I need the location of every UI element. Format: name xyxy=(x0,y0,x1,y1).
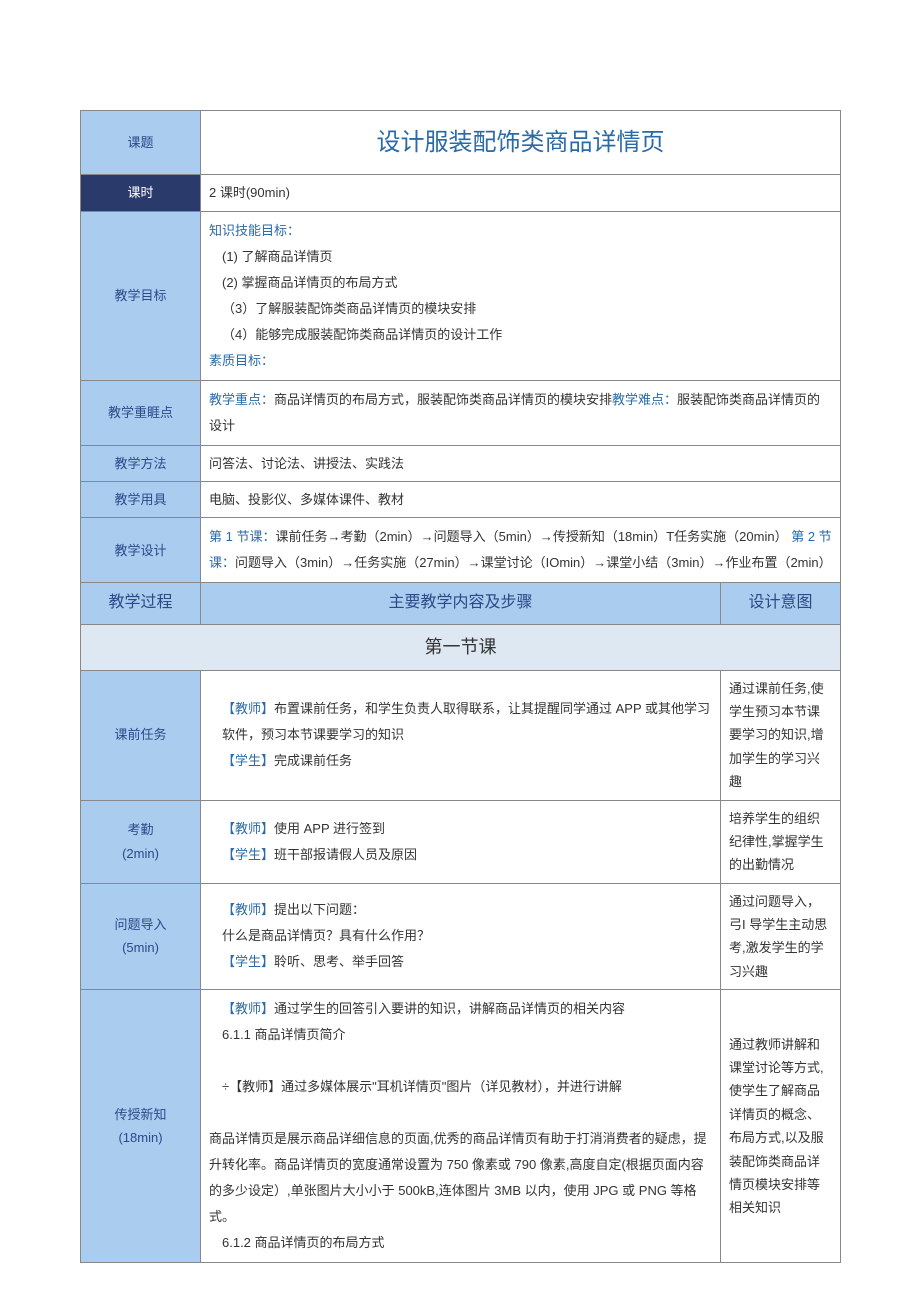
pt-teacher-tag: 【教师】 xyxy=(222,701,274,716)
intent-attendance: 培养学生的组织纪律性,掌握学生的出勤情况 xyxy=(721,800,841,883)
value-keypoints: 教学重点：商品详情页的布局方式，服装配饰类商品详情页的模块安排教学难点：服装配饰… xyxy=(201,380,841,445)
design-p2-text: 问题导入（3min）→任务实施（27min）→课堂讨论（IOmin）→课堂小结（… xyxy=(235,555,832,570)
value-topic: 设计服装配饰类商品详情页 xyxy=(201,111,841,175)
kp-text1: 商品详情页的布局方式，服装配饰类商品详情页的模块安排 xyxy=(274,392,612,407)
q-time: (5min) xyxy=(122,940,159,955)
content-question: 【教师】提出以下问题： 什么是商品详情页？具有什么作用？ 【学生】聆听、思考、举… xyxy=(201,883,721,990)
section-1-title: 第一节课 xyxy=(81,625,841,670)
intent-pre-task: 通过课前任务,使学生预习本节课要学习的知识,增加学生的学习兴趣 xyxy=(721,670,841,800)
proc-hdr-2: 主要教学内容及步骤 xyxy=(201,583,721,625)
teach-body: 商品详情页是展示商品详细信息的页面,优秀的商品详情页有助于打消消费者的疑虑，提升… xyxy=(209,1126,712,1230)
value-methods: 问答法、讨论法、讲授法、实践法 xyxy=(201,445,841,481)
row-attendance: 考勤 (2min) 【教师】使用 APP 进行签到 【学生】班干部报请假人员及原… xyxy=(81,800,841,883)
value-hours: 2 课时(90min) xyxy=(201,175,841,211)
row-objectives: 教学目标 知识技能目标： (1) 了解商品详情页 (2) 掌握商品详情页的布局方… xyxy=(81,211,841,380)
design-p1-text: 课前任务→考勤（2min）→问题导入（5min）→传授新知（18min）T任务实… xyxy=(275,529,787,544)
teach-sub2: 6.1.2 商品详情页的布局方式 xyxy=(209,1230,712,1256)
q-student-tag: 【学生】 xyxy=(222,954,274,969)
teach-teacher-tag: 【教师】 xyxy=(222,1001,274,1016)
teach-t2-text: 通过多媒体展示"耳机详情页"图片（详见教材），并进行讲解 xyxy=(281,1079,622,1094)
row-tools: 教学用具 电脑、投影仪、多媒体课件、教材 xyxy=(81,481,841,517)
label-design: 教学设计 xyxy=(81,518,201,583)
row-pre-task: 课前任务 【教师】布置课前任务，和学生负责人取得联系，让其提醒同学通过 APP … xyxy=(81,670,841,800)
teach-sub1: 6.1.1 商品详情页简介 xyxy=(209,1022,712,1048)
obj-item-2: (2) 掌握商品详情页的布局方式 xyxy=(209,270,832,296)
row-keypoints: 教学重睚点 教学重点：商品详情页的布局方式，服装配饰类商品详情页的模块安排教学难… xyxy=(81,380,841,445)
value-design: 第 1 节课：课前任务→考勤（2min）→问题导入（5min）→传授新知（18m… xyxy=(201,518,841,583)
pt-student-text: 完成课前任务 xyxy=(274,753,352,768)
label-methods: 教学方法 xyxy=(81,445,201,481)
att-teacher-text: 使用 APP 进行签到 xyxy=(274,821,385,836)
label-teach: 传授新知 (18min) xyxy=(81,990,201,1263)
label-topic: 课题 xyxy=(81,111,201,175)
content-pre-task: 【教师】布置课前任务，和学生负责人取得联系，让其提醒同学通过 APP 或其他学习… xyxy=(201,670,721,800)
row-process-header: 教学过程 主要教学内容及步骤 设计意图 xyxy=(81,583,841,625)
q-teacher-tag: 【教师】 xyxy=(222,902,274,917)
obj-quality-header: 素质目标： xyxy=(209,353,274,368)
label-hours: 课时 xyxy=(81,175,201,211)
teach-teacher-text: 通过学生的回答引入要讲的知识，讲解商品详情页的相关内容 xyxy=(274,1001,625,1016)
obj-item-4: （4）能够完成服装配饰类商品详情页的设计工作 xyxy=(209,322,832,348)
att-teacher-tag: 【教师】 xyxy=(222,821,274,836)
obj-skill-header: 知识技能目标： xyxy=(209,223,300,238)
label-keypoints: 教学重睚点 xyxy=(81,380,201,445)
obj-item-1: (1) 了解商品详情页 xyxy=(209,244,832,270)
label-objectives: 教学目标 xyxy=(81,211,201,380)
value-objectives: 知识技能目标： (1) 了解商品详情页 (2) 掌握商品详情页的布局方式 （3）… xyxy=(201,211,841,380)
kp-prefix1: 教学重点： xyxy=(209,392,274,407)
value-tools: 电脑、投影仪、多媒体课件、教材 xyxy=(201,481,841,517)
q-teacher-text: 提出以下问题： xyxy=(274,902,365,917)
teach-label: 传授新知 xyxy=(114,1107,166,1122)
att-label: 考勤 xyxy=(127,822,153,837)
row-topic: 课题 设计服装配饰类商品详情页 xyxy=(81,111,841,175)
intent-teach: 通过教师讲解和课堂讨论等方式,使学生了解商品详情页的概念、布局方式,以及服装配饰… xyxy=(721,990,841,1263)
obj-item-3: （3）了解服装配饰类商品详情页的模块安排 xyxy=(209,296,832,322)
lesson-plan-table: 课题 设计服装配饰类商品详情页 课时 2 课时(90min) 教学目标 知识技能… xyxy=(80,110,841,1263)
att-student-tag: 【学生】 xyxy=(222,847,274,862)
att-time: (2min) xyxy=(122,846,159,861)
label-pre-task: 课前任务 xyxy=(81,670,201,800)
q-text: 什么是商品详情页？具有什么作用？ xyxy=(209,923,712,949)
teach-time: (18min) xyxy=(118,1130,162,1145)
design-p1-label: 第 1 节课： xyxy=(209,529,275,544)
label-question: 问题导入 (5min) xyxy=(81,883,201,990)
row-methods: 教学方法 问答法、讨论法、讲授法、实践法 xyxy=(81,445,841,481)
pt-teacher-text: 布置课前任务，和学生负责人取得联系，让其提醒同学通过 APP 或其他学习软件，预… xyxy=(222,701,710,742)
att-student-text: 班干部报请假人员及原因 xyxy=(274,847,417,862)
label-attendance: 考勤 (2min) xyxy=(81,800,201,883)
row-hours: 课时 2 课时(90min) xyxy=(81,175,841,211)
row-teach: 传授新知 (18min) 【教师】通过学生的回答引入要讲的知识，讲解商品详情页的… xyxy=(81,990,841,1263)
kp-prefix2: 教学难点： xyxy=(612,392,677,407)
q-label: 问题导入 xyxy=(114,917,166,932)
content-attendance: 【教师】使用 APP 进行签到 【学生】班干部报请假人员及原因 xyxy=(201,800,721,883)
teach-t2-prefix: ÷【教师】 xyxy=(222,1079,281,1094)
row-question: 问题导入 (5min) 【教师】提出以下问题： 什么是商品详情页？具有什么作用？… xyxy=(81,883,841,990)
label-tools: 教学用具 xyxy=(81,481,201,517)
pt-student-tag: 【学生】 xyxy=(222,753,274,768)
proc-hdr-3: 设计意图 xyxy=(721,583,841,625)
proc-hdr-1: 教学过程 xyxy=(81,583,201,625)
row-section-1: 第一节课 xyxy=(81,625,841,670)
row-design: 教学设计 第 1 节课：课前任务→考勤（2min）→问题导入（5min）→传授新… xyxy=(81,518,841,583)
q-student-text: 聆听、思考、举手回答 xyxy=(274,954,404,969)
intent-question: 通过问题导入，弓I 导学生主动思考,激发学生的学习兴趣 xyxy=(721,883,841,990)
content-teach: 【教师】通过学生的回答引入要讲的知识，讲解商品详情页的相关内容 6.1.1 商品… xyxy=(201,990,721,1263)
